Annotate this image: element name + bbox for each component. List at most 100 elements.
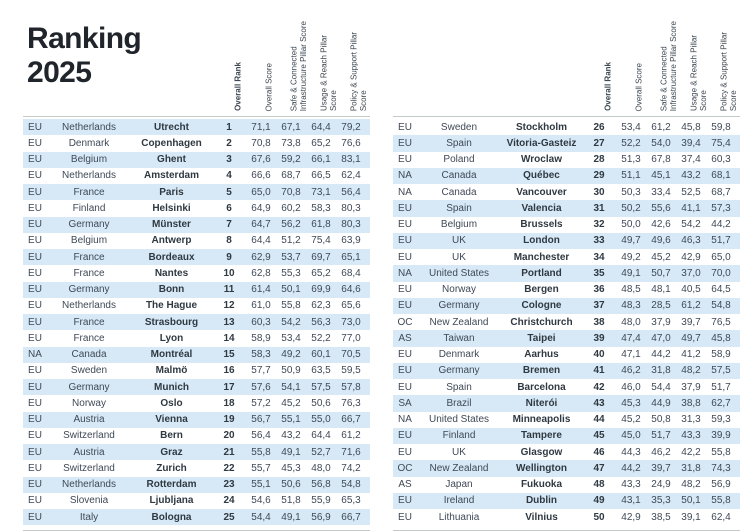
cell-city: London <box>523 235 560 247</box>
cell-overall-score: 48,0 <box>621 316 641 328</box>
cell-city: Valencia <box>521 202 562 214</box>
cell-country: Netherlands <box>62 479 116 491</box>
cell-overall-score: 62,8 <box>251 267 271 279</box>
cell-country: Norway <box>72 397 106 409</box>
cell-usage-score: 55,0 <box>311 414 331 426</box>
cell-infrastructure-score: 50,1 <box>281 284 301 296</box>
cell-city: Wroclaw <box>521 154 562 166</box>
table-row: EU Germany Bonn 11 61,4 50,1 69,9 64,6 <box>23 281 370 298</box>
cell-usage-score: 52,2 <box>311 332 331 344</box>
cell-policy-score: 80,3 <box>341 202 361 214</box>
table-row: EU France Paris 5 65,0 70,8 73,1 56,4 <box>23 184 370 201</box>
table-row: EU Germany Cologne 37 48,3 28,5 61,2 54,8 <box>393 297 740 314</box>
cell-overall-score: 58,3 <box>251 349 271 361</box>
cell-infrastructure-score: 50,8 <box>651 414 671 426</box>
cell-city: Niterói <box>525 397 558 409</box>
cell-infrastructure-score: 55,8 <box>281 300 301 312</box>
table-row: EU France Lyon 14 58,9 53,4 52,2 77,0 <box>23 330 370 346</box>
cell-policy-score: 39,9 <box>711 430 731 442</box>
cell-overall-score: 57,7 <box>251 365 271 377</box>
cell-policy-score: 54,8 <box>711 300 731 312</box>
table-row: EU Denmark Copenhagen 2 70,8 73,8 65,2 76,6 <box>23 135 370 151</box>
cell-overall-score: 46,2 <box>621 365 641 377</box>
cell-infrastructure-score: 49,2 <box>281 349 301 361</box>
table-row: EU UK London 33 49,7 49,6 46,3 51,7 <box>393 232 740 249</box>
cell-infrastructure-score: 38,5 <box>651 511 671 523</box>
cell-usage-score: 69,9 <box>311 284 331 296</box>
cell-overall-score: 56,7 <box>251 414 271 426</box>
cell-country: Japan <box>445 479 473 491</box>
cell-rank: 17 <box>223 381 235 393</box>
table-row: NA Canada Québec 29 51,1 45,1 43,2 68,1 <box>393 167 740 184</box>
cell-city: Cologne <box>521 300 562 312</box>
cell-usage-score: 62,3 <box>311 300 331 312</box>
cell-usage-score: 75,4 <box>311 235 331 247</box>
cell-region: AS <box>398 332 412 344</box>
cell-infrastructure-score: 54,1 <box>281 381 301 393</box>
cell-region: EU <box>28 235 42 247</box>
cell-policy-score: 68,1 <box>711 170 731 182</box>
cell-country: Denmark <box>438 349 480 361</box>
column-header-anchor: Overall Score <box>634 63 644 111</box>
table-row: EU Germany Munich 17 57,6 54,1 57,5 57,8 <box>23 379 370 396</box>
cell-usage-score: 65,2 <box>311 137 331 149</box>
cell-region: EU <box>28 186 42 198</box>
cell-city: Tampere <box>521 430 562 442</box>
cell-policy-score: 62,4 <box>711 511 731 523</box>
cell-country: Lithuania <box>438 511 480 523</box>
cell-city: Bremen <box>522 365 561 377</box>
cell-rank: 36 <box>593 284 605 296</box>
cell-region: EU <box>28 479 42 491</box>
cell-overall-score: 45,3 <box>621 397 641 409</box>
cell-overall-score: 47,1 <box>621 349 641 361</box>
cell-region: EU <box>28 397 42 409</box>
cell-overall-score: 54,6 <box>251 495 271 507</box>
cell-country: Finland <box>442 430 476 442</box>
cell-rank: 31 <box>593 202 605 214</box>
cell-region: EU <box>398 381 412 393</box>
cell-rank: 24 <box>223 495 235 507</box>
cell-rank: 1 <box>226 121 232 133</box>
cell-country: Brazil <box>446 397 472 409</box>
cell-infrastructure-score: 45,3 <box>281 462 301 474</box>
cell-rank: 37 <box>593 300 605 312</box>
cell-city: Antwerp <box>151 235 192 247</box>
cell-policy-score: 56,9 <box>711 479 731 491</box>
cell-country: Germany <box>438 300 480 312</box>
cell-infrastructure-score: 51,8 <box>281 495 301 507</box>
column-header-policy-support-pillar: Policy & Support Pillar Score <box>349 31 369 111</box>
cell-rank: 14 <box>223 332 235 344</box>
cell-overall-score: 44,3 <box>621 446 641 458</box>
cell-rank: 12 <box>223 300 235 312</box>
table-row: EU Norway Bergen 36 48,5 48,1 40,5 64,5 <box>393 282 740 298</box>
cell-policy-score: 66,7 <box>341 511 361 523</box>
cell-country: Spain <box>446 137 472 149</box>
cell-usage-score: 64,4 <box>311 121 331 133</box>
cell-country: Belgium <box>70 154 108 166</box>
cell-infrastructure-score: 49,6 <box>651 235 671 247</box>
cell-infrastructure-score: 60,2 <box>281 202 301 214</box>
cell-usage-score: 57,5 <box>311 381 331 393</box>
cell-overall-score: 61,0 <box>251 300 271 312</box>
cell-rank: 32 <box>593 219 605 231</box>
cell-city: Barcelona <box>517 381 566 393</box>
cell-infrastructure-score: 51,7 <box>651 430 671 442</box>
cell-city: Utrecht <box>153 121 189 133</box>
cell-rank: 4 <box>226 170 232 182</box>
cell-overall-score: 62,9 <box>251 251 271 263</box>
cell-infrastructure-score: 56,2 <box>281 219 301 231</box>
table-row: EU France Nantes 10 62,8 55,3 65,2 68,4 <box>23 265 370 281</box>
cell-overall-score: 65,0 <box>251 186 271 198</box>
cell-country: France <box>73 332 105 344</box>
table-row: EU Poland Wroclaw 28 51,3 67,8 37,4 60,3 <box>393 152 740 168</box>
cell-country: New Zealand <box>429 462 489 474</box>
cell-country: France <box>73 316 105 328</box>
cell-infrastructure-score: 73,8 <box>281 137 301 149</box>
page-title: Ranking 2025 <box>27 22 142 89</box>
cell-rank: 20 <box>223 430 235 442</box>
table-row: NA Canada Vancouver 30 50,3 33,4 52,5 68,7 <box>393 184 740 200</box>
cell-usage-score: 48,2 <box>681 365 701 377</box>
cell-overall-score: 46,0 <box>621 381 641 393</box>
table-row: EU Austria Graz 21 55,8 49,1 52,7 71,6 <box>23 444 370 461</box>
cell-rank: 25 <box>223 511 235 523</box>
